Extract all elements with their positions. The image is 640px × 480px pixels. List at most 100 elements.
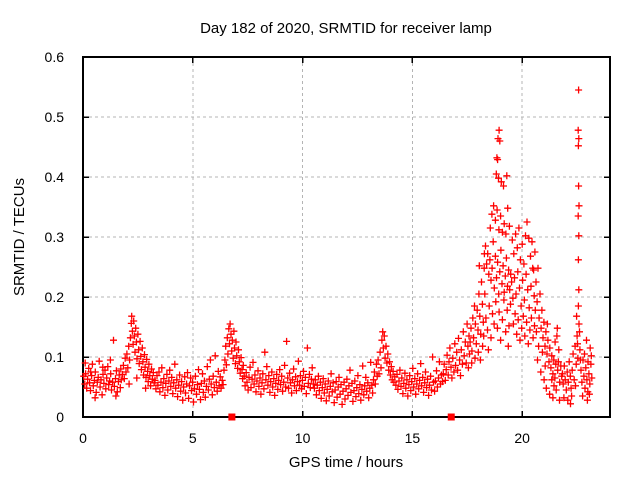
x-axis-label: GPS time / hours xyxy=(289,454,403,471)
data-point-plus xyxy=(520,296,528,304)
data-point-plus xyxy=(479,342,487,350)
data-point-plus xyxy=(161,391,169,399)
data-point-plus xyxy=(532,328,540,336)
data-point-plus xyxy=(346,366,354,374)
data-point-plus xyxy=(197,396,204,404)
data-point-plus xyxy=(324,377,332,385)
data-point-plus xyxy=(516,256,524,264)
data-point-plus xyxy=(387,363,395,371)
data-point-plus xyxy=(433,383,441,391)
y-tick-label: 0.1 xyxy=(45,349,65,365)
data-point-plus xyxy=(379,328,387,336)
data-point-plus xyxy=(107,370,115,378)
data-point-plus xyxy=(321,380,329,388)
data-point-plus xyxy=(137,352,145,360)
data-point-plus xyxy=(538,348,546,356)
data-point-plus xyxy=(120,375,128,383)
data-point-plus xyxy=(570,376,578,384)
data-point-plus xyxy=(85,364,93,372)
data-point-plus xyxy=(175,381,183,389)
data-point-plus xyxy=(476,356,484,364)
data-point-plus xyxy=(182,389,189,397)
data-point-plus xyxy=(193,381,201,389)
data-point-plus xyxy=(500,288,508,296)
data-point-plus xyxy=(433,367,440,375)
data-point-plus xyxy=(222,342,230,350)
data-point-plus xyxy=(542,384,550,392)
data-point-plus xyxy=(210,384,218,392)
data-point-plus xyxy=(285,384,292,392)
data-point-plus xyxy=(475,290,483,298)
data-point-plus xyxy=(404,392,412,400)
data-point-plus xyxy=(587,352,595,360)
data-point-plus xyxy=(302,390,310,398)
data-point-plus xyxy=(219,381,227,389)
data-point-plus xyxy=(468,359,476,367)
data-point-plus xyxy=(169,390,177,398)
data-point-plus xyxy=(365,394,373,402)
data-point-plus xyxy=(471,320,479,328)
data-point-plus xyxy=(579,392,587,400)
data-point-plus xyxy=(263,363,271,371)
data-point-plus xyxy=(207,380,215,388)
x-tick-label: 10 xyxy=(295,430,311,446)
data-point-plus xyxy=(495,290,503,298)
data-point-plus xyxy=(412,390,420,398)
data-point-plus xyxy=(108,386,115,394)
data-point-plus xyxy=(410,383,418,391)
data-point-plus xyxy=(195,385,203,393)
y-tick-label: 0.5 xyxy=(45,109,65,125)
data-point-plus xyxy=(159,384,167,392)
data-point-plus xyxy=(493,274,500,282)
data-point-plus xyxy=(259,370,267,378)
data-point-plus xyxy=(330,399,338,407)
data-point-plus xyxy=(575,286,583,294)
data-point-plus xyxy=(332,378,340,386)
data-point-plus xyxy=(550,356,558,364)
data-point-plus xyxy=(539,334,547,342)
data-point-plus xyxy=(560,394,568,402)
data-point-plus xyxy=(98,391,106,399)
data-point-plus xyxy=(491,252,499,260)
data-point-plus xyxy=(577,366,585,374)
data-point-plus xyxy=(205,375,213,383)
data-point-plus xyxy=(518,324,526,332)
data-point-plus xyxy=(448,374,456,382)
data-point-plus xyxy=(359,362,367,370)
data-point-plus xyxy=(325,392,333,400)
data-point-plus xyxy=(338,400,346,408)
data-point-plus xyxy=(574,340,581,348)
data-point-plus xyxy=(527,252,534,260)
data-point-plus xyxy=(493,324,501,332)
data-point-plus xyxy=(160,375,168,383)
data-point-plus xyxy=(116,384,124,392)
data-point-plus xyxy=(314,372,322,380)
data-point-plus xyxy=(537,368,545,376)
data-point-plus xyxy=(443,351,451,359)
data-point-plus xyxy=(242,369,250,377)
data-point-plus xyxy=(464,342,472,350)
data-point-plus xyxy=(505,222,513,230)
data-point-plus xyxy=(516,284,523,292)
data-point-plus xyxy=(351,377,359,385)
data-point-plus xyxy=(145,360,153,368)
data-point-plus xyxy=(240,372,248,380)
data-point-plus xyxy=(455,334,462,342)
data-points xyxy=(80,86,596,421)
data-point-plus xyxy=(582,364,590,372)
data-point-plus xyxy=(231,344,238,352)
data-point-plus xyxy=(184,369,191,377)
data-point-plus xyxy=(543,350,551,358)
data-point-plus xyxy=(446,344,454,352)
data-point-plus xyxy=(504,204,512,212)
data-point-plus xyxy=(505,266,513,274)
data-point-plus xyxy=(547,364,555,372)
data-point-plus xyxy=(84,375,92,383)
data-point-plus xyxy=(418,382,426,390)
data-point-plus xyxy=(409,364,417,372)
data-point-plus xyxy=(529,334,537,342)
data-point-plus xyxy=(425,391,433,399)
data-point-plus xyxy=(514,268,522,276)
data-point-plus xyxy=(296,372,304,380)
data-point-plus xyxy=(486,224,494,232)
